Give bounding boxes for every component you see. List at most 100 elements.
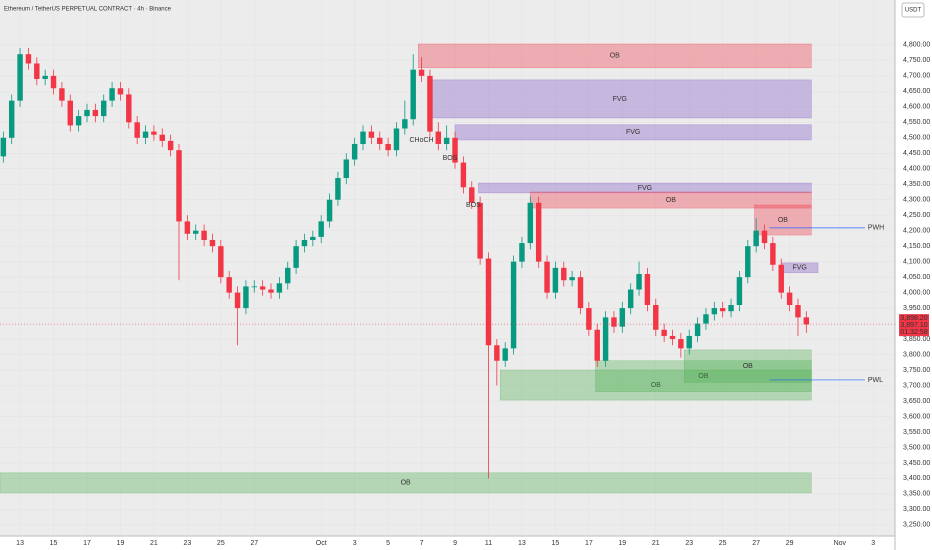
y-tick-label: 3,450.00: [903, 460, 930, 467]
candle-body: [234, 292, 241, 309]
y-tick-label: 3,850.00: [903, 336, 930, 343]
candle-body: [611, 317, 617, 327]
candle-body: [510, 261, 517, 349]
candle-body: [669, 335, 676, 340]
x-tick-label: 23: [183, 540, 191, 547]
candle-body: [694, 323, 701, 336]
x-tick-label: 17: [83, 540, 91, 547]
zone: [0, 472, 812, 494]
y-tick-label: 4,450.00: [903, 150, 930, 157]
x-tick-label: 9: [453, 540, 457, 547]
y-tick-label: 4,700.00: [903, 73, 930, 80]
candle-body: [586, 308, 592, 330]
x-tick-label: 17: [585, 540, 593, 547]
candle-body: [59, 88, 65, 101]
x-tick-label: 3: [353, 540, 357, 547]
candle-body: [778, 264, 784, 293]
price-tag: [899, 314, 929, 337]
candle-body: [402, 119, 408, 129]
candle-body: [469, 187, 475, 203]
candle-body: [594, 329, 600, 361]
zone-label: FVG: [626, 129, 640, 136]
y-tick-label: 3,250.00: [903, 522, 930, 529]
candle-body: [703, 314, 709, 324]
candle-body: [753, 230, 759, 247]
candle-body: [268, 289, 274, 293]
candle-body: [527, 202, 534, 244]
candle-body: [259, 286, 266, 290]
candle-body: [711, 308, 718, 315]
candle-body: [435, 131, 442, 144]
y-tick-label: 4,600.00: [903, 104, 930, 111]
x-tick-label: 13: [16, 540, 24, 547]
candle-body: [276, 283, 283, 293]
candle-body: [736, 277, 743, 306]
y-tick-label: 3,600.00: [903, 413, 930, 420]
x-tick-label: 21: [150, 540, 158, 547]
candle-body: [251, 286, 257, 288]
candle-body: [602, 317, 609, 361]
candle-body: [418, 69, 425, 76]
candle-body: [126, 94, 132, 123]
zone: [595, 360, 812, 392]
zone-label: OB: [778, 217, 788, 224]
candle-body: [243, 286, 249, 309]
y-tick-label: 3,650.00: [903, 398, 930, 405]
candle-body: [209, 239, 216, 247]
candle-body: [761, 230, 768, 244]
zone-label: FVG: [613, 96, 627, 103]
zone-label: OB: [666, 197, 676, 204]
x-tick-label: 29: [786, 540, 794, 547]
zone-label: FVG: [792, 265, 806, 272]
candle-body: [686, 335, 692, 349]
candle-body: [351, 143, 358, 160]
candle-body: [494, 345, 500, 361]
y-tick-label: 3,750.00: [903, 367, 930, 374]
level-label: PWH: [868, 225, 884, 232]
candle-body: [134, 122, 140, 138]
candle-body: [176, 150, 182, 222]
candle-body: [377, 137, 383, 144]
currency: USDT: [905, 8, 922, 14]
candle-body: [226, 277, 232, 293]
candle-body: [75, 116, 82, 126]
candle-body: [485, 258, 492, 346]
candle-body: [569, 277, 575, 281]
candle-body: [34, 63, 40, 79]
y-tick-label: 3,300.00: [903, 506, 930, 513]
y-tick-label: 4,650.00: [903, 88, 930, 95]
candle-body: [552, 267, 559, 293]
x-tick-label: 15: [50, 540, 58, 547]
candle-body: [627, 289, 634, 309]
candle-body: [393, 128, 400, 151]
candle-body: [343, 159, 350, 179]
y-tick-label: 4,000.00: [903, 289, 930, 296]
candle-body: [8, 100, 15, 138]
y-tick-label: 3,400.00: [903, 475, 930, 482]
x-tick-label: Nov: [834, 540, 847, 547]
candle-body: [117, 88, 124, 95]
candle-body: [577, 277, 584, 309]
candle-body: [427, 75, 433, 132]
candle-body: [443, 137, 450, 144]
candle-body: [151, 131, 157, 135]
y-tick-label: 4,750.00: [903, 57, 930, 64]
candle-body: [67, 100, 73, 126]
y-tick-label: 4,400.00: [903, 166, 930, 173]
x-tick-label: 21: [652, 540, 660, 547]
y-tick-label: 3,800.00: [903, 351, 930, 358]
candle-body: [301, 239, 308, 247]
candle-body: [335, 178, 341, 200]
candle-body: [0, 137, 7, 157]
zone-label: OB: [743, 363, 753, 370]
level-label: PWL: [868, 377, 883, 384]
x-tick-label: 3: [871, 540, 875, 547]
zone-label: FVG: [638, 185, 652, 192]
candle-body: [803, 317, 810, 325]
candle-body: [619, 308, 626, 327]
candle-body: [502, 348, 508, 361]
y-tick-label: 4,050.00: [903, 274, 930, 281]
candle-body: [101, 100, 107, 117]
y-tick-label: 4,350.00: [903, 181, 930, 188]
candle-body: [368, 131, 375, 138]
